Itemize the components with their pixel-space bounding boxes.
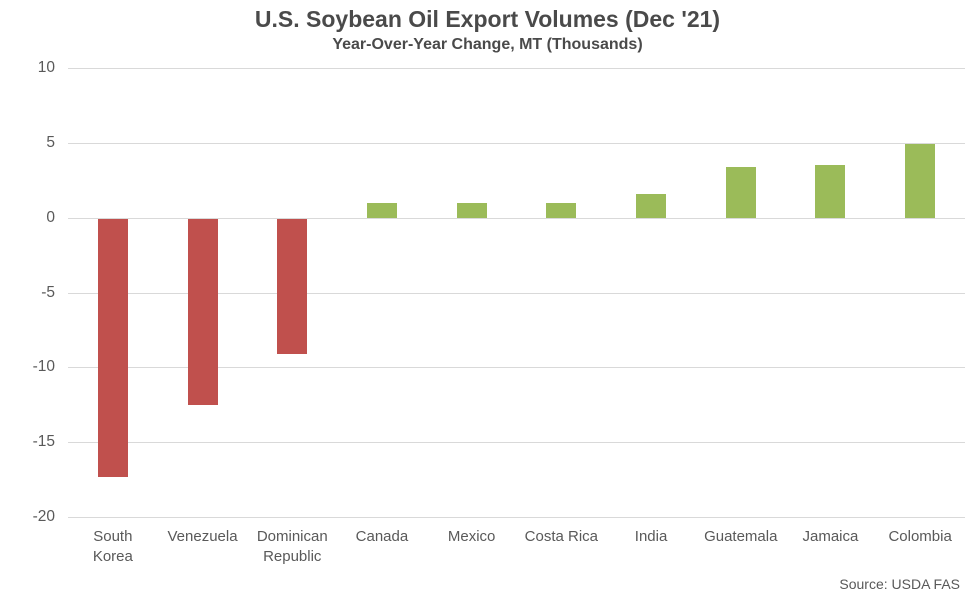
bar-jamaica: [815, 165, 846, 218]
x-category-label: Costa Rica: [524, 528, 599, 545]
x-category-label: Dominican Republic: [256, 528, 328, 566]
y-axis-labels: 10 5 0 -5 -10 -15 -20: [0, 59, 55, 525]
x-category-label: India: [634, 528, 668, 545]
gridline: [68, 292, 965, 294]
y-tick-label: 10: [37, 59, 55, 76]
gridline: [68, 68, 965, 69]
gridline: [68, 142, 965, 144]
bar-colombia: [905, 144, 936, 218]
x-axis-labels: South Korea Venezuela Dominican Republic Ca…: [68, 527, 965, 573]
gridline: [68, 517, 965, 518]
x-category-label: Colombia: [888, 528, 952, 545]
x-category-label: Jamaica: [802, 528, 859, 545]
y-tick-label: -15: [32, 433, 55, 451]
bar-mexico: [456, 202, 487, 218]
gridlines: [68, 68, 965, 518]
bars: [68, 68, 965, 517]
x-category-label: Guatemala: [704, 528, 778, 545]
bar-costa-rica: [546, 202, 577, 218]
y-tick-label: -10: [32, 358, 55, 376]
source-note: Source: USDA FAS: [839, 576, 960, 592]
x-category-label: Canada: [355, 528, 409, 545]
x-category-label: Venezuela: [167, 528, 238, 545]
gridline: [68, 442, 965, 444]
y-tick-label: 5: [46, 133, 55, 151]
gridline: [68, 217, 965, 219]
y-tick-label: -20: [32, 508, 55, 525]
bar-venezuela: [187, 218, 218, 405]
chart-subtitle: Year-Over-Year Change, MT (Thousands): [332, 36, 643, 53]
bar-dominican-republic: [277, 218, 308, 354]
x-category-label: South Korea: [92, 528, 133, 566]
gridline: [68, 367, 965, 369]
y-tick-label: 0: [46, 208, 55, 226]
bar-india: [636, 193, 667, 218]
bar-south-korea: [97, 218, 128, 477]
y-tick-label: -5: [41, 283, 55, 301]
chart-title: U.S. Soybean Oil Export Volumes (Dec '21…: [254, 6, 721, 32]
bar-guatemala: [725, 166, 756, 218]
bar-canada: [366, 202, 397, 218]
plot-area: [68, 68, 965, 518]
x-category-label: Mexico: [447, 528, 496, 545]
